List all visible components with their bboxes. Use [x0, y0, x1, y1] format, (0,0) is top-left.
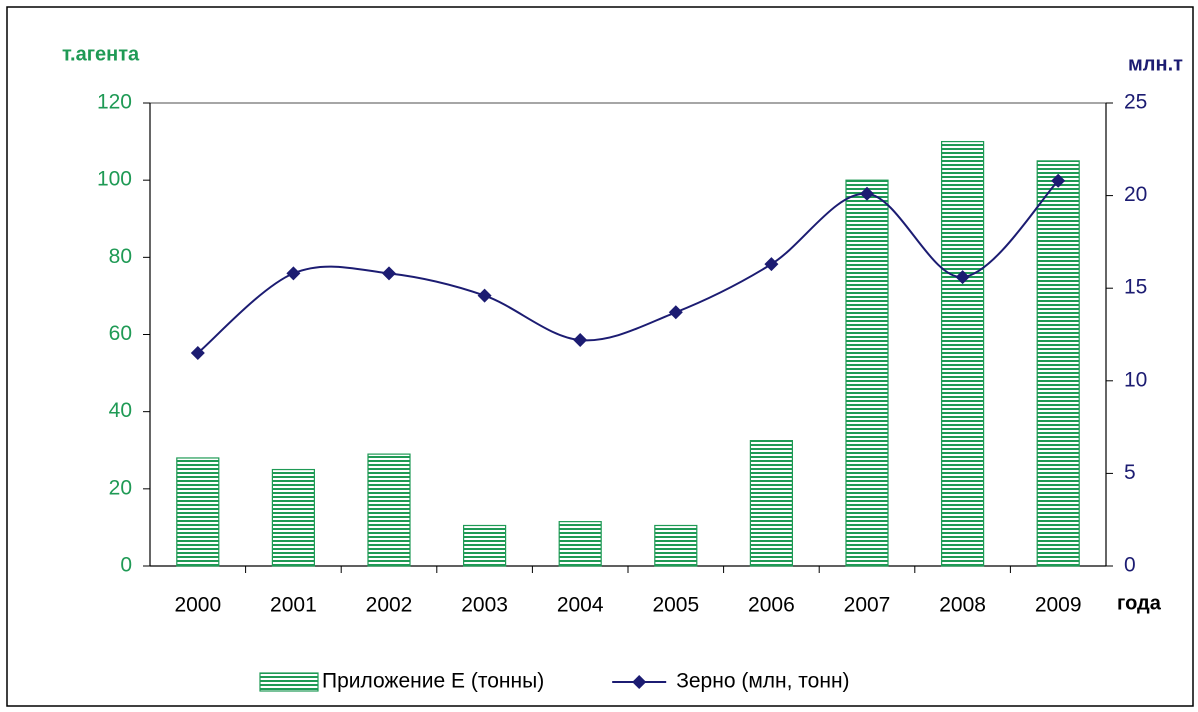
- chart-border: [6, 6, 1194, 707]
- bar: [463, 524, 507, 567]
- line-marker: [190, 346, 205, 361]
- x-tick-label: 2005: [652, 594, 699, 617]
- legend-marker: [632, 675, 647, 689]
- line: [197, 180, 1059, 354]
- y-tick-label: 20: [109, 476, 132, 499]
- y2-tick-label: 10: [1124, 368, 1147, 391]
- y2-tick-label: 0: [1124, 554, 1136, 577]
- x-tick-label: 2007: [844, 594, 891, 617]
- x-tick-label: 2000: [174, 594, 221, 617]
- line-marker: [1051, 173, 1066, 188]
- x-tick-label: 2006: [748, 594, 795, 617]
- x-tick-label: 2003: [461, 594, 508, 617]
- x-tick-label: 2009: [1035, 594, 1082, 617]
- line-marker: [668, 305, 683, 320]
- line-marker: [764, 257, 779, 272]
- y-tick-label: 60: [109, 322, 132, 345]
- bar: [845, 179, 889, 567]
- y-axis-label: т.агента: [62, 43, 140, 65]
- y2-tick-label: 15: [1124, 276, 1147, 299]
- x-tick-label: 2008: [939, 594, 986, 617]
- bar: [367, 453, 411, 567]
- bar: [271, 468, 315, 567]
- y2-tick-label: 5: [1124, 461, 1136, 484]
- bar: [1036, 160, 1080, 567]
- bar: [940, 140, 985, 567]
- legend-swatch: [259, 672, 319, 692]
- x-tick-label: 2004: [557, 594, 604, 617]
- line-marker: [477, 288, 492, 303]
- y2-tick-label: 20: [1124, 183, 1147, 206]
- y-tick-label: 0: [120, 554, 132, 577]
- y-tick-label: 40: [109, 399, 132, 422]
- x-axis-label: года: [1117, 592, 1162, 614]
- line-marker: [286, 266, 301, 281]
- x-tick-label: 2002: [366, 594, 413, 617]
- y2-tick-label: 25: [1124, 91, 1147, 114]
- y-tick-label: 120: [97, 91, 132, 114]
- line-marker: [382, 266, 396, 281]
- legend-label: Зерно (млн, тонн): [676, 670, 849, 693]
- bar: [176, 457, 220, 567]
- bar: [749, 440, 794, 567]
- line-marker: [955, 270, 970, 285]
- y-tick-label: 100: [97, 168, 132, 191]
- y2-axis-label: млн.т: [1128, 53, 1183, 75]
- bar: [558, 521, 602, 567]
- line-marker: [573, 333, 588, 348]
- legend-label: Приложение Е (тонны): [322, 670, 544, 693]
- y-tick-label: 80: [109, 245, 132, 268]
- bar: [654, 524, 698, 567]
- line-marker: [860, 186, 874, 201]
- x-tick-label: 2001: [270, 594, 317, 617]
